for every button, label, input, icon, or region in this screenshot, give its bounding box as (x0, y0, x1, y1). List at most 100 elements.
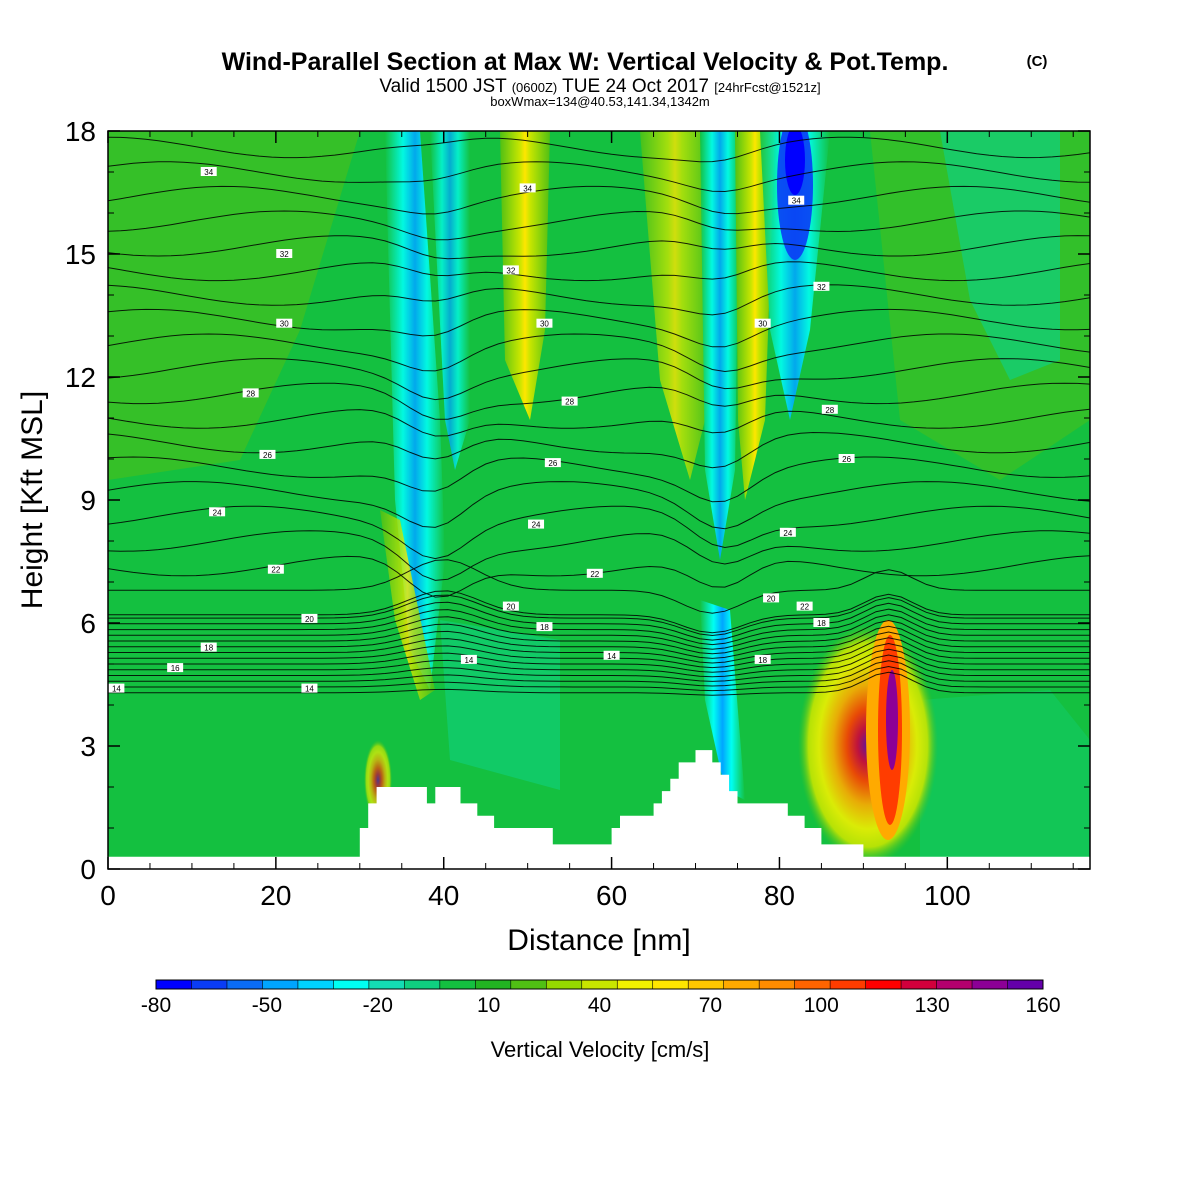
theta-label: 18 (813, 618, 830, 628)
x-tick-label: 100 (924, 880, 971, 911)
theta-contour-line (108, 136, 1090, 163)
theta-label: 34 (200, 167, 217, 177)
theta-label-box (108, 683, 125, 693)
theta-label: 32 (813, 281, 830, 292)
theta-contour-line (108, 631, 1090, 664)
theta-label-box (502, 601, 519, 611)
theta-label: 26 (259, 449, 276, 460)
theta-contour-line (108, 505, 1090, 560)
theta-label: 20 (502, 601, 519, 612)
y-axis: 0 3 6 9 12 15 18 (65, 116, 1090, 885)
colorbar-swatch (759, 980, 796, 989)
theta-label-box (813, 618, 830, 627)
theta-label: 28 (242, 388, 259, 398)
theta-label-text: 34 (523, 184, 532, 193)
theta-contour-line (108, 637, 1090, 669)
theta-label-text: 24 (532, 521, 541, 530)
theta-label-text: 28 (565, 398, 574, 407)
colorbar-swatch (936, 980, 973, 989)
theta-label-text: 18 (758, 656, 767, 665)
valid-subtitle: Valid 1500 JST (0600Z) TUE 24 Oct 2017 [… (379, 76, 820, 97)
theta-label-text: 14 (607, 652, 616, 661)
updraft-plume (380, 510, 435, 700)
theta-label: 26 (544, 458, 561, 468)
theta-contour-line (108, 358, 1090, 401)
colorbar-swatch (368, 980, 405, 989)
boxinfo-subtitle: boxWmax=134@40.53,141.34,1342m (490, 94, 710, 109)
y-tick-label: 6 (80, 608, 96, 639)
theta-label-box (536, 622, 553, 632)
downdraft-plume (700, 131, 740, 560)
copyright-mark: (C) (1027, 53, 1048, 70)
theta-label: 32 (276, 249, 293, 259)
colorbar-swatch (581, 980, 618, 989)
colorbar-swatch (830, 980, 867, 989)
theta-label-box (586, 568, 603, 578)
colorbar-swatch (226, 980, 263, 989)
theta-label-text: 30 (280, 320, 289, 329)
colorbar-label: Vertical Velocity [cm/s] (491, 1037, 710, 1062)
colorbar-swatch (723, 980, 760, 989)
colorbar-tick-label: -50 (252, 994, 282, 1017)
y-tick-label: 3 (80, 731, 96, 762)
theta-contour-line (108, 559, 1090, 614)
theta-label: 34 (519, 183, 536, 193)
colorbar-tick-labels: -80 -50 -20 10 40 70 100 130 160 (141, 994, 1061, 1017)
theta-label-text: 34 (792, 197, 801, 206)
theta-label: 14 (301, 683, 318, 694)
y-tick-label: 15 (65, 239, 96, 270)
max-updraft-core (886, 670, 898, 770)
heatmap-field (108, 131, 1090, 869)
theta-label-text: 32 (280, 250, 289, 259)
y-tick-label: 0 (80, 854, 96, 885)
theta-label-box (779, 527, 796, 537)
terrain (108, 750, 1090, 869)
theta-label-text: 14 (305, 685, 314, 694)
theta-contour-line (108, 210, 1090, 241)
theta-label: 32 (502, 265, 519, 275)
theta-label-text: 18 (540, 623, 549, 632)
theta-label-text: 26 (548, 459, 557, 468)
colorbar-tick-label: 70 (699, 994, 722, 1017)
field-band-teal (940, 131, 1060, 380)
theta-label-text: 26 (842, 455, 851, 464)
downdraft-core (785, 131, 805, 195)
theta-label-box (838, 454, 855, 463)
theta-contour-line (108, 590, 1090, 634)
theta-contour-line (108, 642, 1090, 673)
colorbar-swatch (688, 980, 725, 989)
theta-label-box (754, 654, 771, 664)
theta-label-text: 20 (305, 615, 314, 624)
theta-label-box (788, 195, 805, 205)
theta-label-text: 14 (112, 685, 121, 694)
theta-contour-line (108, 161, 1090, 193)
field-band-teal (920, 690, 1090, 869)
theta-contour-line (108, 660, 1090, 687)
theta-label-box (301, 613, 318, 623)
theta-contour-line (108, 382, 1090, 420)
theta-label-box (242, 388, 259, 398)
theta-contour-line (108, 185, 1090, 215)
theta-label-text: 32 (506, 266, 515, 275)
theta-contour-line (108, 601, 1090, 641)
theta-label-text: 28 (825, 406, 834, 415)
theta-label-box (528, 519, 545, 529)
colorbar-tick-label: 160 (1025, 994, 1060, 1017)
x-tick-label: 60 (596, 880, 627, 911)
theta-label-box (167, 663, 184, 673)
theta-contour-line (108, 654, 1090, 682)
updraft-plume (640, 131, 710, 480)
theta-label: 30 (754, 318, 771, 329)
theta-contour-line (108, 648, 1090, 678)
downdraft-plume (700, 600, 745, 800)
y-tick-label: 12 (65, 362, 96, 393)
theta-label: 16 (167, 663, 184, 673)
theta-label: 30 (536, 318, 553, 329)
theta-label: 22 (796, 601, 813, 612)
x-tick-label: 40 (428, 880, 459, 911)
theta-label-box (821, 404, 838, 414)
theta-label-text: 20 (767, 594, 776, 603)
theta-label-text: 22 (590, 570, 599, 579)
theta-label: 14 (108, 683, 125, 694)
